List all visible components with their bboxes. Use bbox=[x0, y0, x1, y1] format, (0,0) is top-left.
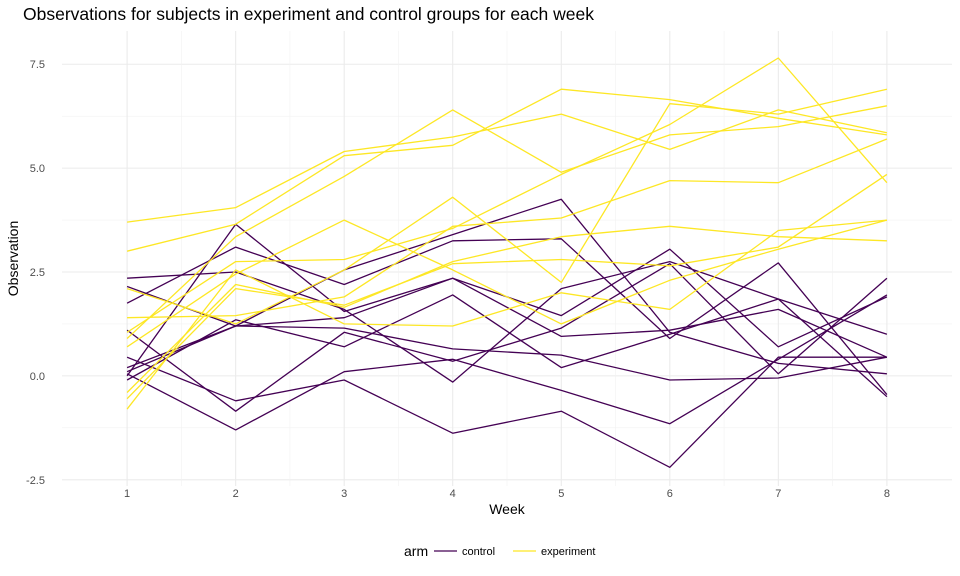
x-axis-title: Week bbox=[489, 501, 526, 517]
control-subject-line-3 bbox=[126, 285, 888, 381]
experiment-subject-line-8 bbox=[126, 225, 887, 393]
y-tick-label: -2.5 bbox=[26, 475, 45, 487]
chart-title: Observations for subjects in experiment … bbox=[23, 4, 594, 24]
y-tick-label: 0.0 bbox=[30, 371, 45, 383]
x-tick-label: 4 bbox=[450, 488, 456, 500]
legend-label-control: control bbox=[462, 546, 495, 558]
experiment-subject-line-2 bbox=[126, 88, 887, 252]
series-lines bbox=[126, 57, 888, 468]
experiment-subject-line-5 bbox=[126, 57, 888, 333]
experiment-subject-line-6 bbox=[126, 105, 888, 339]
legend-label-experiment: experiment bbox=[541, 546, 595, 558]
x-tick-label: 3 bbox=[341, 488, 347, 500]
experiment-subject-line-10 bbox=[126, 219, 887, 410]
experiment-subject-line-3 bbox=[126, 88, 888, 325]
experiment-subject-line-7 bbox=[126, 219, 888, 348]
control-subject-line-9 bbox=[126, 294, 888, 398]
control-subject-line-4 bbox=[126, 263, 888, 412]
experiment-subject-line-1 bbox=[127, 109, 888, 223]
y-tick-label: 7.5 bbox=[30, 59, 45, 71]
y-tick-label: 2.5 bbox=[30, 267, 45, 279]
control-subject-line-8 bbox=[126, 198, 887, 375]
legend: arm control experiment bbox=[404, 543, 595, 559]
axis-tick-labels: -2.5 0.0 2.5 5.0 7.5 1 2 3 4 5 6 7 8 bbox=[26, 59, 890, 500]
control-subject-line-10 bbox=[126, 294, 888, 431]
x-tick-label: 1 bbox=[124, 488, 130, 500]
control-subject-line-5 bbox=[126, 356, 887, 468]
x-tick-label: 7 bbox=[775, 488, 781, 500]
control-subject-line-7 bbox=[126, 223, 888, 377]
experiment-subject-line-9 bbox=[126, 173, 888, 400]
x-tick-label: 8 bbox=[884, 488, 890, 500]
x-tick-label: 2 bbox=[233, 488, 239, 500]
legend-title: arm bbox=[404, 543, 428, 559]
grid-lines bbox=[62, 31, 952, 486]
y-axis-title: Observation bbox=[5, 221, 21, 296]
y-tick-label: 5.0 bbox=[30, 163, 45, 175]
x-tick-label: 5 bbox=[558, 488, 564, 500]
experiment-subject-line-4 bbox=[127, 138, 888, 319]
x-tick-label: 6 bbox=[667, 488, 673, 500]
